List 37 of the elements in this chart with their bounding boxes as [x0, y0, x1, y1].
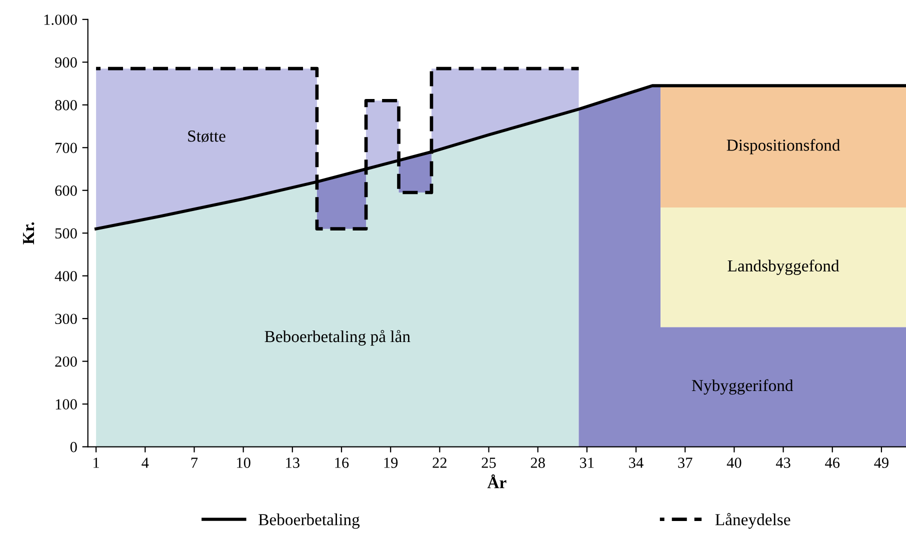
x-tick-label: 10	[237, 458, 250, 468]
legend-label: Låneydelse	[715, 513, 790, 529]
x-tick-label: 22	[432, 458, 446, 468]
x-tick-label: 7	[191, 458, 198, 468]
series-label: Beboerbetaling på lån	[264, 330, 410, 346]
y-tick-label: 0	[70, 442, 77, 452]
x-tick-label: 34	[629, 458, 644, 468]
y-tick-label: 700	[56, 142, 77, 154]
y-tick-label: 600	[55, 186, 77, 196]
x-tick-label: 19	[384, 458, 398, 468]
x-tick-label: 1	[94, 458, 99, 468]
x-tick-label: 49	[874, 458, 888, 468]
x-tick-label: 4	[142, 458, 149, 468]
y-tick-label: 200	[55, 356, 77, 367]
y-tick-label: 300	[55, 314, 77, 324]
series-label: Nybyggerifond	[692, 379, 794, 395]
x-tick-label: 16	[335, 458, 349, 468]
x-tick-label: 31	[580, 458, 594, 468]
x-tick-label: 46	[825, 458, 840, 468]
x-tick-label: 43	[776, 458, 790, 468]
y-tick-label: 400	[54, 270, 77, 282]
x-tick-label: 28	[530, 458, 545, 468]
x-tick-label: 25	[482, 458, 496, 468]
x-tick-label: 13	[286, 458, 300, 468]
x-tick-label: 37	[678, 458, 692, 468]
legend-label: Beboerbetaling	[258, 514, 360, 529]
series-label: Støtte	[188, 130, 226, 142]
series-label: Dispositionsfond	[726, 138, 840, 154]
y-tick-label: 900	[55, 57, 77, 68]
y-tick-label: 800	[55, 100, 77, 110]
x-tick-label: 40	[726, 458, 742, 468]
series-label: Landsbyggefond	[728, 260, 840, 275]
x-axis-title: År	[487, 474, 506, 488]
y-tick-label: 1.000	[44, 14, 77, 25]
y-tick-label: 100	[56, 399, 77, 410]
y-tick-label: 500	[55, 228, 77, 239]
y-axis-title: Kr.	[23, 222, 34, 244]
